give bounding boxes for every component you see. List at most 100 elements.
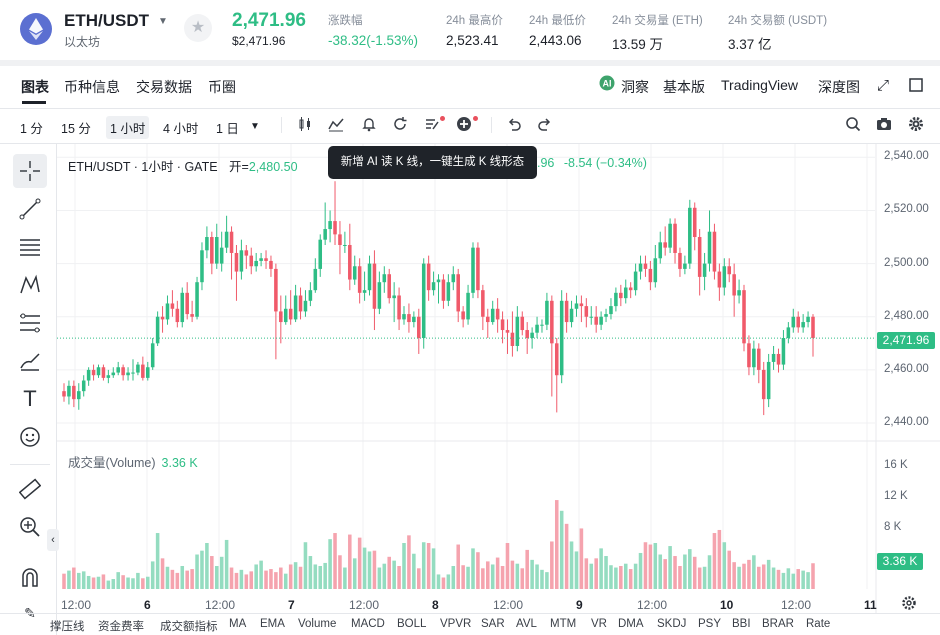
text-tool-icon[interactable]: T bbox=[23, 386, 37, 411]
favorite-star-icon[interactable]: ★ bbox=[184, 14, 212, 42]
timeframe-4h[interactable]: 4 小时 bbox=[163, 122, 199, 136]
candle-body bbox=[545, 300, 549, 325]
indicator-item[interactable]: Rate bbox=[806, 618, 831, 630]
fib-tool-icon[interactable] bbox=[13, 306, 47, 340]
time-tick-label: 11 bbox=[864, 598, 877, 612]
candle-body bbox=[495, 308, 500, 320]
pair-dropdown-icon[interactable]: ▼ bbox=[158, 16, 168, 27]
price-tick-label: 2,540.00 bbox=[884, 150, 929, 163]
ai-kline-icon[interactable] bbox=[424, 116, 440, 135]
indicators-icon[interactable] bbox=[328, 116, 344, 135]
indicator-item[interactable]: 成交额指标 bbox=[160, 621, 218, 633]
volume-bar bbox=[589, 563, 594, 589]
alert-bell-icon[interactable] bbox=[361, 116, 377, 135]
volume-bar bbox=[796, 569, 800, 589]
pair-title[interactable]: ETH/USDT bbox=[64, 11, 149, 30]
volume-bar bbox=[131, 578, 135, 589]
tab-coin-info[interactable]: 币种信息 bbox=[64, 79, 120, 95]
depth-chart-link[interactable]: 深度图 bbox=[818, 79, 860, 95]
add-plugin-icon[interactable] bbox=[456, 116, 472, 135]
volume-bar bbox=[752, 555, 756, 589]
window-icon[interactable] bbox=[909, 78, 923, 95]
indicator-item[interactable]: AVL bbox=[516, 618, 537, 630]
volume-bar bbox=[264, 570, 268, 589]
volume-bar bbox=[786, 568, 791, 589]
volume-bar bbox=[515, 563, 520, 589]
search-icon[interactable] bbox=[845, 116, 861, 135]
zoom-in-icon[interactable] bbox=[13, 510, 47, 544]
redo-icon[interactable] bbox=[537, 116, 553, 135]
volume-bar bbox=[471, 548, 475, 589]
candle-body bbox=[550, 300, 554, 344]
volume-bar bbox=[579, 528, 584, 589]
volume-bar bbox=[446, 574, 451, 589]
magnet-icon[interactable] bbox=[13, 560, 47, 594]
indicator-item[interactable]: Volume bbox=[298, 618, 337, 630]
collapse-toolbar-icon[interactable]: ‹ bbox=[47, 529, 59, 551]
timeframe-15m[interactable]: 15 分 bbox=[61, 122, 91, 136]
volume-tick-label: 8 K bbox=[884, 520, 902, 533]
volume-bar bbox=[417, 568, 421, 589]
indicator-item[interactable]: DMA bbox=[618, 618, 644, 630]
trendline-tool-icon[interactable] bbox=[13, 192, 47, 226]
candle-body bbox=[811, 316, 815, 339]
volume-bar bbox=[476, 552, 480, 589]
stat-label: 24h 最高价 bbox=[446, 15, 503, 27]
volume-bar bbox=[249, 571, 254, 589]
replay-icon[interactable] bbox=[392, 116, 408, 135]
crosshair-tool-icon[interactable] bbox=[13, 154, 47, 188]
stat-value: -38.32(-1.53%) bbox=[328, 33, 419, 48]
chart-legend: ETH/USDT · 1小时 · GATE 开=2,480.50 bbox=[68, 156, 298, 175]
indicator-item[interactable]: SKDJ bbox=[657, 618, 687, 630]
indicator-item[interactable]: 资金费率 bbox=[98, 621, 144, 633]
stat-change: 涨跌幅 -38.32(-1.53%) bbox=[328, 12, 418, 48]
timeframe-1m[interactable]: 1 分 bbox=[20, 122, 43, 136]
indicator-item[interactable]: VPVR bbox=[440, 618, 472, 630]
tab-chart[interactable]: 图表 bbox=[21, 79, 49, 95]
candle-body bbox=[303, 300, 308, 312]
indicator-item[interactable]: MA bbox=[229, 618, 247, 630]
indicator-item[interactable]: PSY bbox=[698, 618, 722, 630]
volume-bar bbox=[594, 558, 598, 589]
indicator-item[interactable]: BOLL bbox=[397, 618, 427, 630]
chart-settings-icon[interactable] bbox=[901, 595, 917, 614]
candle-body bbox=[190, 314, 194, 317]
insight-icon[interactable]: AI bbox=[599, 75, 615, 94]
time-tick-label: 8 bbox=[432, 598, 439, 612]
ruler-tool-icon[interactable] bbox=[13, 472, 47, 506]
candle-type-icon[interactable] bbox=[297, 116, 313, 135]
indicator-item[interactable]: EMA bbox=[260, 618, 285, 630]
chart-panel: 图表 币种信息 交易数据 币圈 AI 洞察 基本版 TradingView 深度… bbox=[0, 66, 940, 635]
legend-title: ETH/USDT · 1小时 · GATE bbox=[68, 160, 218, 174]
indicator-item[interactable]: BBI bbox=[732, 618, 751, 630]
candlestick-chart[interactable] bbox=[0, 66, 940, 635]
insight-link[interactable]: 洞察 bbox=[621, 79, 649, 95]
volume-bar bbox=[357, 537, 362, 589]
tradingview-link[interactable]: TradingView bbox=[721, 77, 799, 93]
eth-logo-icon bbox=[20, 13, 52, 45]
settings-gear-icon[interactable] bbox=[908, 116, 924, 135]
volume-bar bbox=[343, 567, 347, 589]
timeframe-1d[interactable]: 1 日 bbox=[216, 122, 239, 136]
horizontal-lines-tool-icon[interactable] bbox=[13, 230, 47, 264]
brush-tool-icon[interactable] bbox=[13, 344, 47, 378]
basic-view-link[interactable]: 基本版 bbox=[663, 79, 705, 95]
indicator-item[interactable]: SAR bbox=[481, 618, 505, 630]
pattern-tool-icon[interactable] bbox=[13, 268, 47, 302]
divider bbox=[0, 613, 940, 614]
camera-icon[interactable] bbox=[876, 116, 892, 135]
undo-icon[interactable] bbox=[506, 116, 522, 135]
tab-community[interactable]: 币圈 bbox=[208, 79, 236, 95]
tab-trade-data[interactable]: 交易数据 bbox=[136, 79, 192, 95]
candle-body bbox=[752, 348, 756, 368]
indicator-item[interactable]: 撑压线 bbox=[50, 621, 85, 633]
indicator-item[interactable]: MACD bbox=[351, 618, 385, 630]
candle-body bbox=[407, 314, 411, 323]
indicator-item[interactable]: MTM bbox=[550, 618, 577, 630]
expand-icon[interactable]: ⤢ bbox=[877, 77, 890, 94]
timeframe-dropdown-icon[interactable]: ▼ bbox=[250, 121, 260, 132]
indicator-item[interactable]: VR bbox=[591, 618, 607, 630]
indicator-item[interactable]: BRAR bbox=[762, 618, 794, 630]
timeframe-1h[interactable]: 1 小时 bbox=[106, 116, 150, 139]
emoji-tool-icon[interactable] bbox=[13, 420, 47, 454]
